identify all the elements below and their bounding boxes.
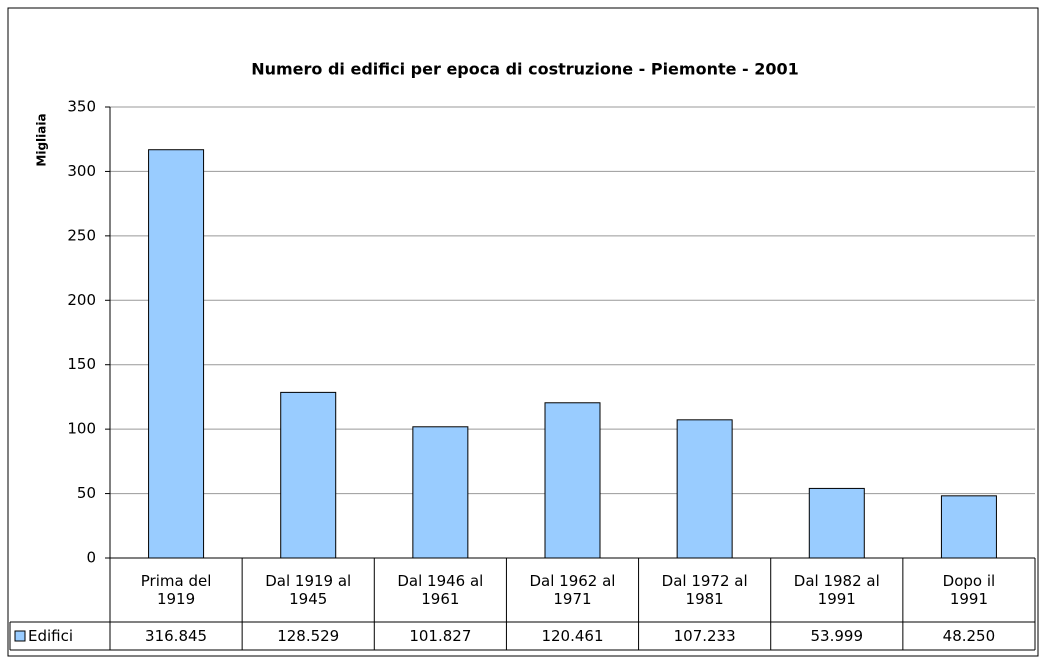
category-label: Prima del 1919	[140, 572, 212, 608]
category-label: Dal 1919 al 1945	[265, 572, 352, 608]
data-table-value: 53.999	[810, 627, 864, 645]
bar	[544, 402, 601, 559]
data-table-value: 316.845	[145, 627, 208, 645]
y-tick-label: 100	[67, 420, 96, 438]
data-table-value: 101.827	[409, 627, 472, 645]
y-tick-label: 200	[67, 291, 96, 309]
bar	[148, 149, 205, 559]
category-label: Dal 1962 al 1971	[529, 572, 616, 608]
y-axis-label: Migliaia	[35, 113, 49, 166]
y-tick-label: 350	[67, 98, 96, 116]
data-table-value: 48.250	[942, 627, 996, 645]
bar	[280, 391, 337, 559]
category-label: Dal 1982 al 1991	[793, 572, 880, 608]
data-table-value: 128.529	[277, 627, 340, 645]
y-tick-label: 300	[67, 162, 96, 180]
data-table-value: 107.233	[673, 627, 736, 645]
bar	[940, 495, 997, 559]
y-tick-label: 250	[67, 226, 96, 244]
data-table-value: 120.461	[541, 627, 604, 645]
y-tick-label: 50	[77, 484, 96, 502]
chart-title: Numero di edifici per epoca di costruzio…	[251, 60, 799, 79]
bar	[676, 419, 733, 559]
legend-label: Edifici	[28, 627, 74, 645]
category-label: Dal 1972 al 1981	[661, 572, 748, 608]
y-tick-label: 0	[86, 549, 96, 567]
bar	[808, 487, 865, 559]
bar	[412, 426, 469, 559]
y-tick-label: 150	[67, 355, 96, 373]
category-label: Dopo il 1991	[942, 572, 996, 608]
category-label: Dal 1946 al 1961	[397, 572, 484, 608]
legend-swatch	[14, 630, 26, 642]
